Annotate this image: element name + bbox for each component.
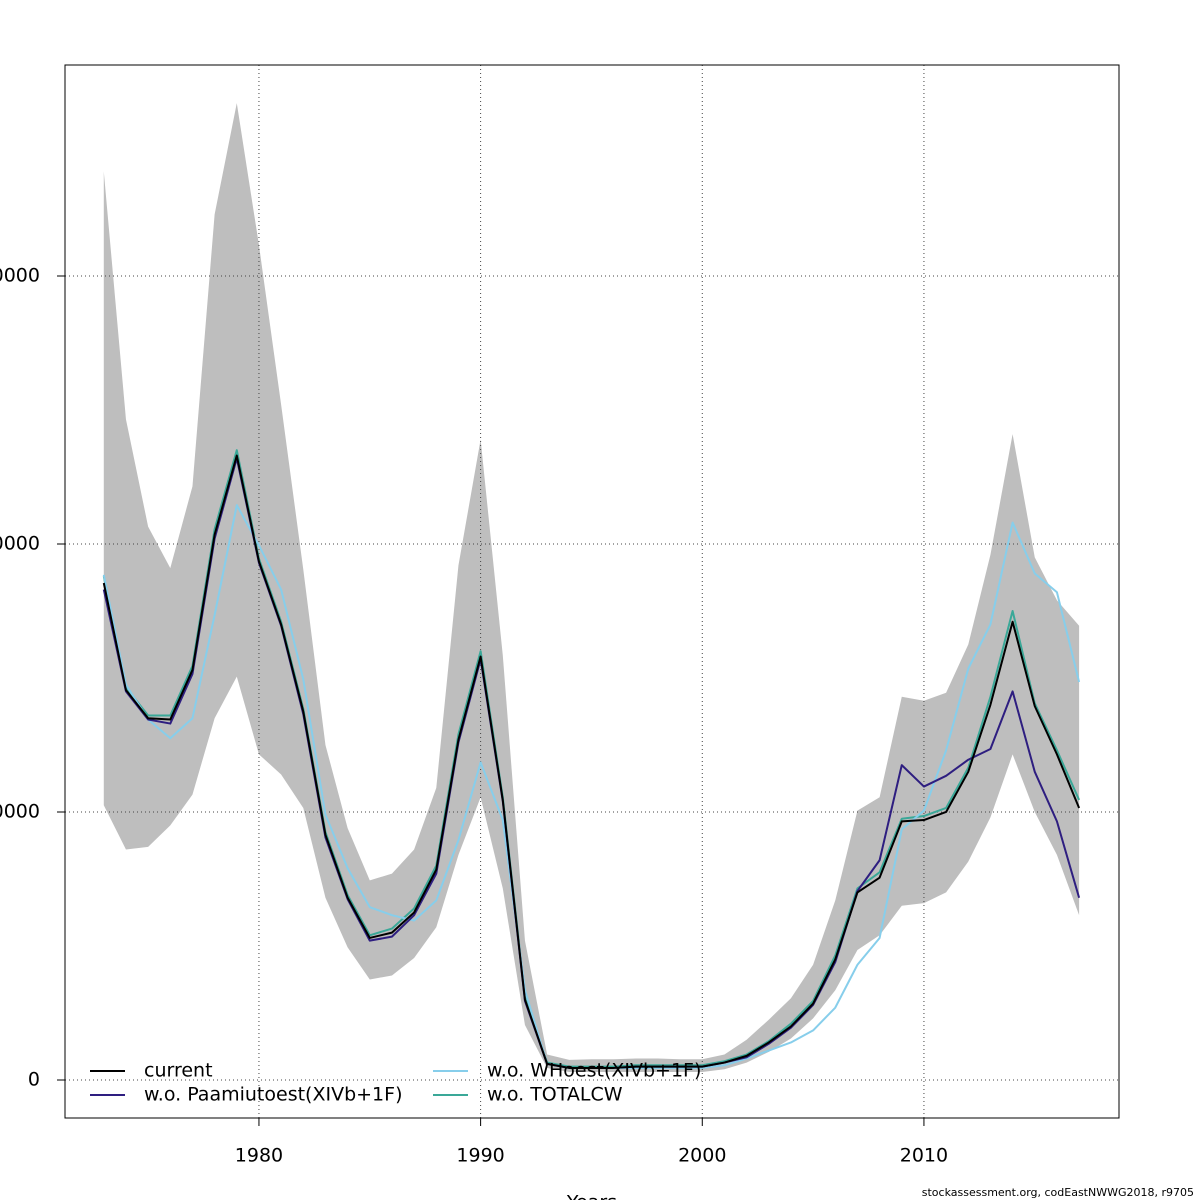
plot-frame [64, 64, 1120, 1119]
legend-label: current [144, 1060, 213, 1082]
confidence-band [103, 103, 1080, 1072]
legend-label: w.o. Paamiutoest(XIVb+1F) [144, 1084, 402, 1106]
x-tick-label: 2000 [678, 1145, 726, 1167]
x-tick-label: 2010 [900, 1145, 948, 1167]
y-tick-label: 60000 [0, 264, 40, 286]
x-tick-label: 1980 [235, 1145, 283, 1167]
series-line [102, 454, 1081, 1069]
x-tick-label: 1990 [456, 1145, 504, 1167]
y-tick-label: 40000 [0, 532, 40, 554]
legend-label: w.o. WHoest(XIVb+1F) [487, 1060, 701, 1082]
legend-label: w.o. TOTALCW [487, 1084, 623, 1106]
y-tick-label: 20000 [0, 800, 40, 822]
y-tick-label: 0 [28, 1068, 40, 1090]
x-axis-label: Years [566, 1192, 617, 1200]
credit: stockassessment.org, codEastNWWG2018, r9… [922, 1186, 1194, 1199]
